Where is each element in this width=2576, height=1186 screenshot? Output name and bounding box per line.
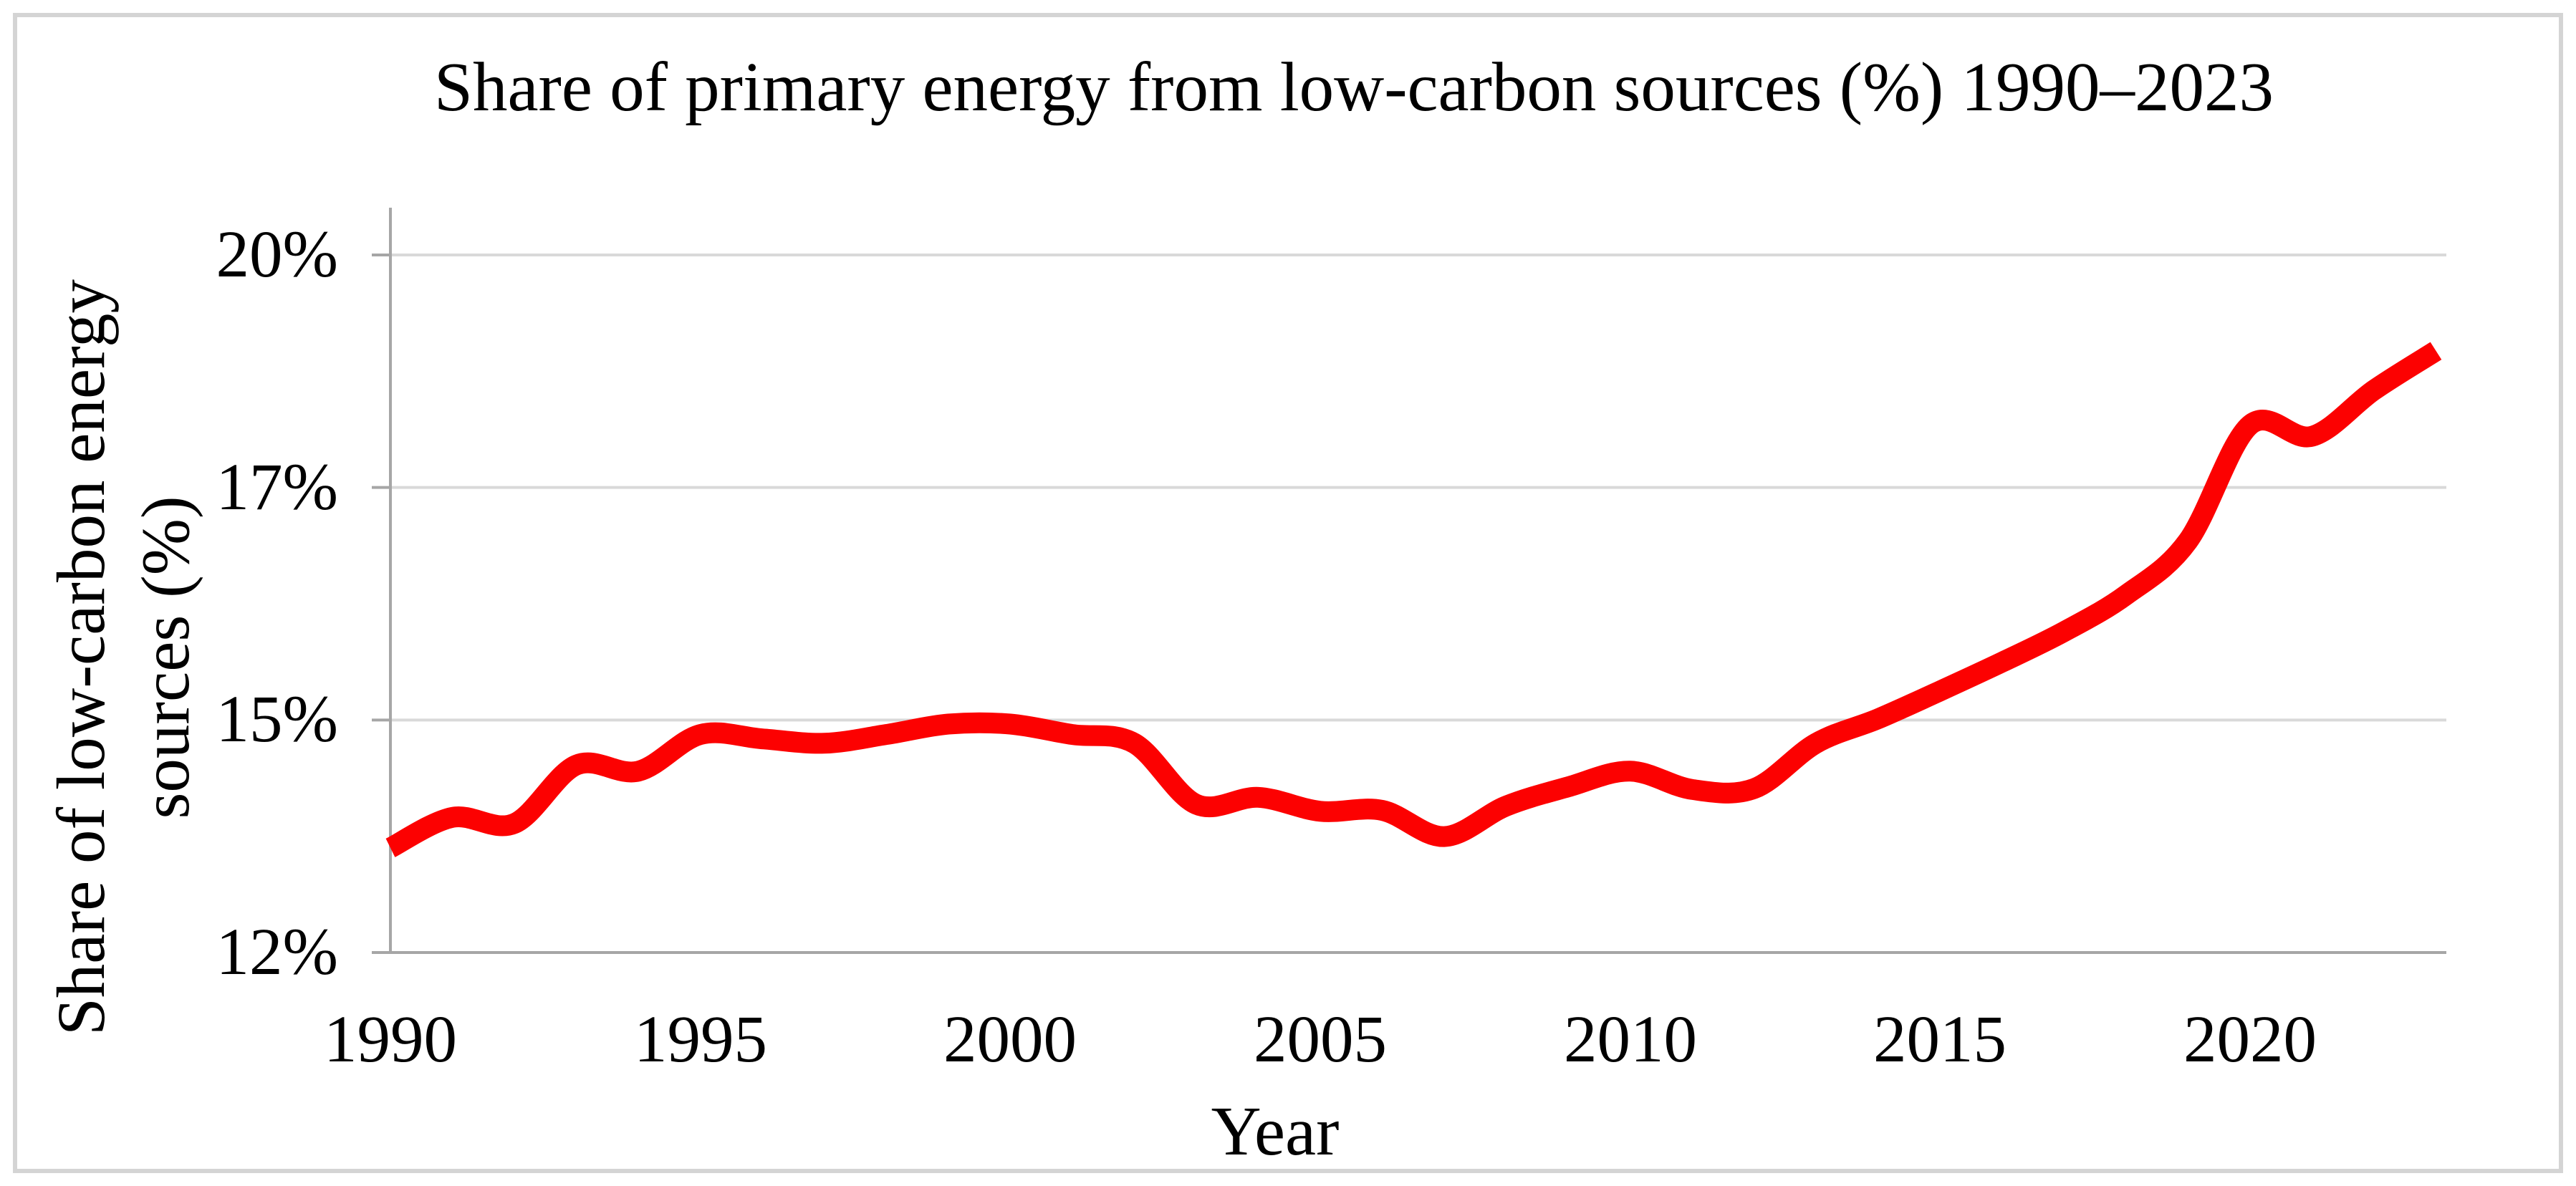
x-tick-label-1990: 1990 — [324, 1003, 457, 1076]
x-tick-label-2010: 2010 — [1564, 1003, 1697, 1076]
x-axis-title: Year — [1211, 1093, 1340, 1170]
x-tick-label-2020: 2020 — [2183, 1003, 2317, 1076]
chart-title: Share of primary energy from low-carbon … — [434, 49, 2274, 125]
x-tick-label-2015: 2015 — [1873, 1003, 2007, 1076]
x-tick-label-1995: 1995 — [634, 1003, 767, 1076]
x-tick-label-2005: 2005 — [1254, 1003, 1387, 1076]
y-tick-label-15: 15% — [216, 683, 338, 756]
y-tick-label-20: 20% — [216, 218, 338, 291]
y-tick-label-17: 17% — [216, 450, 338, 524]
low-carbon-share-line-series — [385, 342, 2442, 857]
y-tick-label-12: 12% — [216, 915, 338, 989]
x-tick-label-2000: 2000 — [943, 1003, 1077, 1076]
figure-border — [13, 13, 2563, 1173]
